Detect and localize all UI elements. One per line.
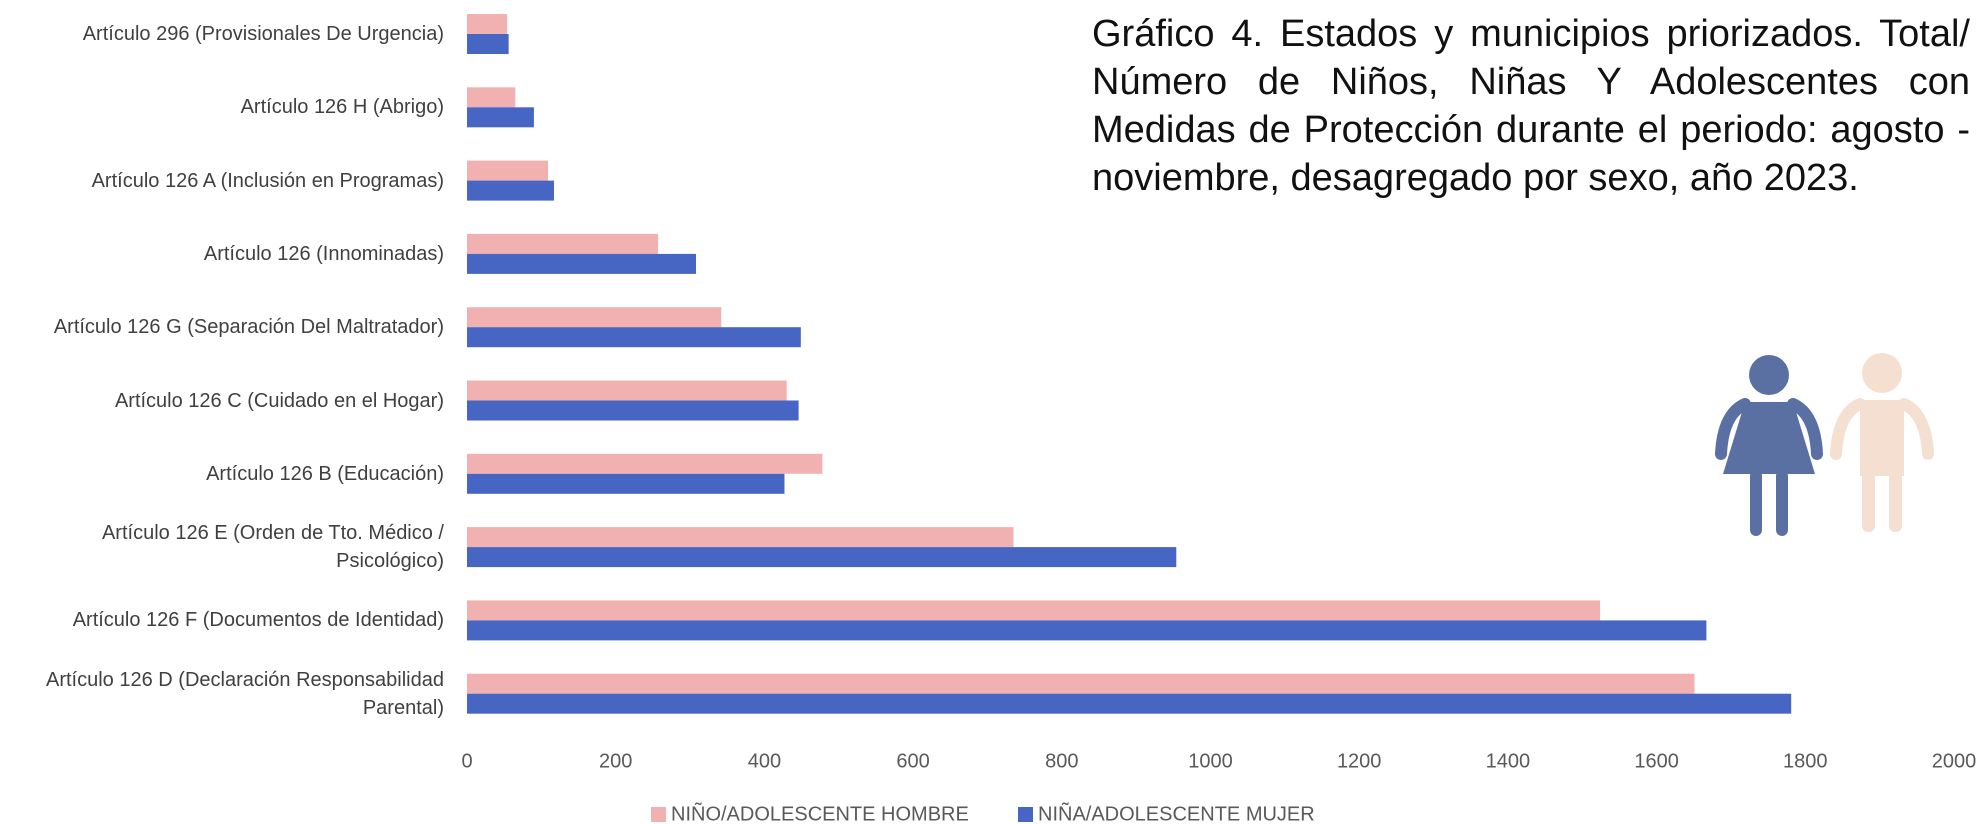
x-tick-label: 1400 <box>1486 750 1531 772</box>
category-label: Artículo 126 E (Orden de Tto. Médico / P… <box>101 522 444 573</box>
category-label: Artículo 126 F (Documentos de Identidad) <box>72 609 444 632</box>
legend-label: NIÑA/ADOLESCENTE MUJER <box>1038 801 1315 824</box>
legend-label: NIÑO/ADOLESCENTE HOMBRE <box>671 801 969 824</box>
x-tick-label: 400 <box>748 750 781 772</box>
bar <box>467 160 549 181</box>
category-label: Artículo 126 H (Abrigo) <box>240 96 444 119</box>
chart-title: Gráfico 4. Estados y municipios prioriza… <box>1092 13 1970 199</box>
category-label: Artículo 126 A (Inclusión en Programas) <box>91 169 444 192</box>
bar <box>467 673 1695 694</box>
x-tick-label: 1000 <box>1188 750 1233 772</box>
x-tick-label: 1200 <box>1337 750 1382 772</box>
bar <box>467 233 659 254</box>
x-tick-label: 1800 <box>1783 750 1828 772</box>
bar <box>467 180 554 201</box>
bar <box>467 400 799 421</box>
bar <box>467 473 785 494</box>
children-icon <box>1715 353 1934 536</box>
bar <box>467 87 516 108</box>
bar <box>467 34 509 54</box>
bar <box>467 527 1014 548</box>
bar <box>467 547 1177 568</box>
category-label: Artículo 126 C (Cuidado en el Hogar) <box>114 389 444 412</box>
x-tick-label: 600 <box>896 750 929 772</box>
bar <box>467 253 696 274</box>
x-tick-label: 200 <box>599 750 632 772</box>
x-tick-label: 0 <box>461 750 472 772</box>
bar <box>467 107 534 128</box>
bar <box>467 14 508 34</box>
bar <box>467 453 823 474</box>
category-label: Artículo 126 D (Declaración Responsabili… <box>46 668 444 719</box>
legend-swatch <box>1018 807 1033 822</box>
category-label: Artículo 126 G (Separación Del Maltratad… <box>53 316 444 339</box>
x-tick-label: 1600 <box>1634 750 1679 772</box>
bar <box>467 600 1601 621</box>
bar <box>467 620 1707 641</box>
bar <box>467 380 787 401</box>
category-label: Artículo 126 (Innominadas) <box>203 242 444 265</box>
category-label: Artículo 296 (Provisionales De Urgencia) <box>82 23 444 45</box>
x-tick-label: 2000 <box>1932 750 1977 772</box>
x-tick-label: 800 <box>1045 750 1078 772</box>
legend-swatch <box>651 807 666 822</box>
bar <box>467 327 801 348</box>
bar <box>467 307 722 328</box>
bar <box>467 693 1792 714</box>
category-label: Artículo 126 B (Educación) <box>206 462 444 485</box>
